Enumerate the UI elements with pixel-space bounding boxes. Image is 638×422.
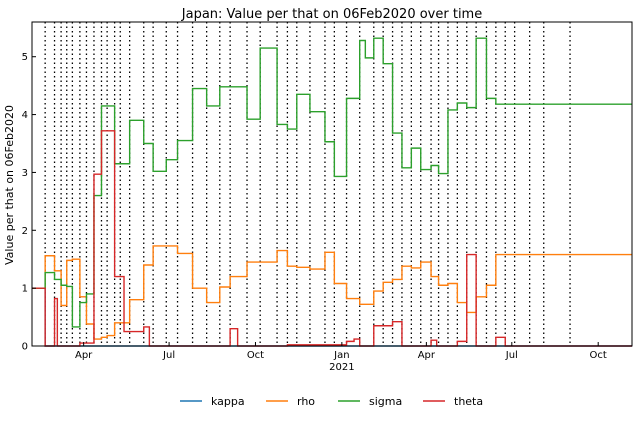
legend-label-theta: theta <box>454 395 483 408</box>
legend-label-kappa: kappa <box>211 395 245 408</box>
y-axis-label: Value per that on 06Feb2020 <box>3 105 16 265</box>
y-tick-label: 3 <box>22 168 28 179</box>
x-tick-label: Apr <box>418 350 436 361</box>
y-tick-label: 0 <box>22 342 28 353</box>
series-lines <box>32 37 632 347</box>
x-tick-label: Oct <box>247 350 264 361</box>
legend: kappa rho sigma theta <box>180 395 483 408</box>
series-line-theta <box>32 130 632 347</box>
x-tick-label: Jul <box>505 350 518 361</box>
x-tick-label: Oct <box>590 350 607 361</box>
x-tick-label: Jan <box>333 350 349 361</box>
y-axis-ticks: 0 1 2 3 4 5 <box>22 52 36 353</box>
x-tick-label: Jul <box>162 350 175 361</box>
chart-title: Japan: Value per that on 06Feb2020 over … <box>181 7 482 22</box>
series-line-sigma <box>32 37 632 328</box>
series-line-rho <box>32 245 632 340</box>
y-tick-label: 2 <box>22 226 28 237</box>
x-axis-year-label: 2021 <box>329 362 354 373</box>
legend-label-rho: rho <box>297 395 315 408</box>
series-line-kappa <box>32 287 632 347</box>
plot-area-frame <box>31 21 633 347</box>
y-tick-label: 4 <box>22 110 28 121</box>
x-tick-label: Apr <box>75 350 93 361</box>
x-axis-ticks: Apr Jul Oct Jan Apr Jul Oct <box>75 342 607 361</box>
legend-label-sigma: sigma <box>369 395 402 408</box>
y-tick-label: 1 <box>22 284 28 295</box>
y-tick-label: 5 <box>22 52 28 63</box>
